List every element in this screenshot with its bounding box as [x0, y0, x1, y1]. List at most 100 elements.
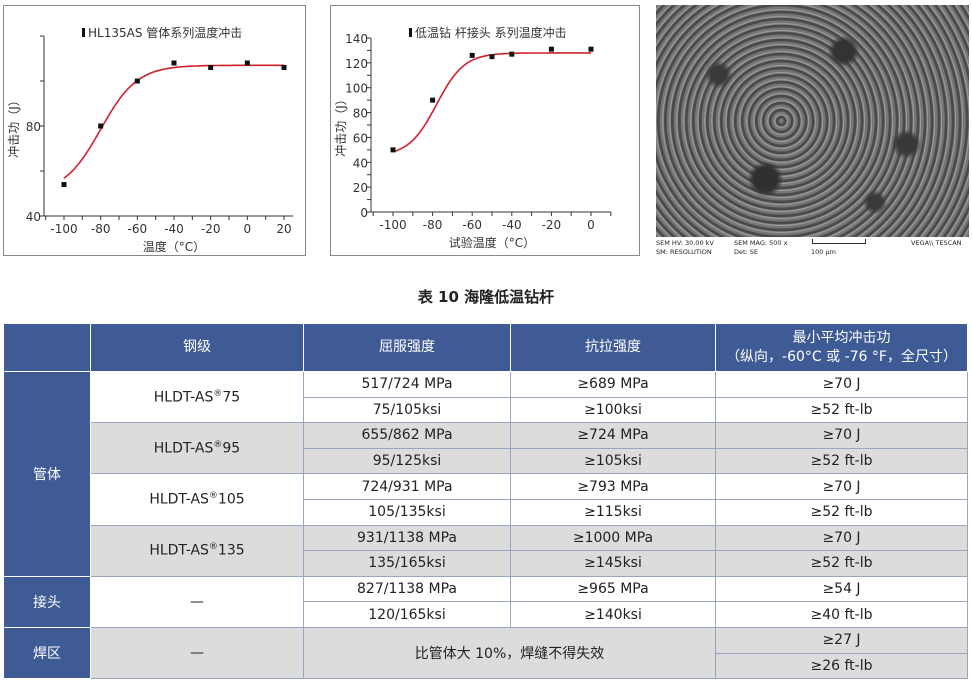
- header-impact: 最小平均冲击功 （纵向，-60°C 或 -76 °F，全尺寸）: [715, 323, 968, 372]
- y-tick-label: 80: [353, 107, 368, 121]
- tensile-cell: ≥145ksi: [510, 550, 716, 577]
- sem-mag: SEM MAG: 500 x: [734, 239, 788, 247]
- table-row: 接头 —827/1138 MPa ≥965 MPa ≥54 J: [3, 575, 968, 628]
- grade-dash: —: [90, 575, 304, 628]
- tensile-cell: ≥140ksi: [510, 601, 716, 628]
- yield-cell: 135/165ksi: [303, 550, 511, 577]
- impact-cell: ≥40 ft-lb: [715, 601, 968, 628]
- legend-label: HL135AS 管体系列温度冲击: [88, 25, 242, 40]
- spec-table: 钢级 屈服强度 抗拉强度 最小平均冲击功 （纵向，-60°C 或 -76 °F，全…: [3, 323, 968, 680]
- header-tensile: 抗拉强度: [510, 323, 716, 372]
- x-tick-label: -100: [50, 222, 77, 236]
- table-row: 105/135ksi ≥115ksi ≥52 ft-lb: [4, 498, 968, 526]
- y-axis-label: 冲击功（J）: [333, 93, 348, 157]
- table-row: 95/125ksi ≥105ksi ≥52 ft-lb: [4, 447, 968, 475]
- impact-cell: ≥70 J: [715, 524, 968, 552]
- legend-marker: [82, 28, 85, 37]
- group-weld: 焊区: [3, 626, 91, 680]
- tensile-cell: ≥724 MPa: [510, 422, 716, 449]
- impact-cell: ≥52 ft-lb: [715, 447, 968, 475]
- table-caption: 表 10 海隆低温钻杆: [417, 288, 555, 306]
- data-point: [588, 46, 594, 52]
- yield-cell: 827/1138 MPa: [303, 575, 511, 603]
- yield-cell: 517/724 MPa: [303, 371, 511, 398]
- table-row: 焊区 — 比管体大 10%，焊缝不得失效 ≥27 J: [3, 626, 968, 680]
- x-tick-label: 0: [244, 222, 252, 236]
- data-point: [98, 123, 104, 129]
- x-axis-label: 温度（°C）: [143, 239, 205, 254]
- scale-bar: [812, 239, 866, 244]
- x-tick-label: -60: [128, 222, 148, 236]
- x-tick-label: -40: [502, 218, 522, 232]
- impact-cell: ≥27 J: [715, 626, 968, 654]
- group-pipe: 管体: [3, 371, 91, 577]
- yield-cell: 75/105ksi: [303, 396, 511, 424]
- sem-hv: SEM HV: 30.00 kV: [656, 239, 714, 247]
- yield-cell: 724/931 MPa: [303, 473, 511, 500]
- x-tick-label: -80: [423, 218, 443, 232]
- grade-cell: HLDT-AS®75: [90, 370, 304, 424]
- impact-cell: ≥70 J: [715, 422, 968, 449]
- y-tick-label: 120: [345, 57, 368, 71]
- legend-label: 低温钻 杆接头 系列温度冲击: [415, 25, 567, 40]
- data-point: [390, 147, 396, 153]
- table-row: 75/105ksi ≥100ksi ≥52 ft-lb: [4, 396, 968, 424]
- impact-cell: ≥26 ft-lb: [715, 652, 968, 680]
- grade-cell: HLDT-AS®105: [90, 473, 304, 526]
- y-tick-label: 40: [353, 156, 368, 170]
- table-row: HLDT-AS®105 724/931 MPa ≥793 MPa ≥70 J: [4, 473, 968, 526]
- tensile-cell: ≥100ksi: [510, 396, 716, 424]
- legend-marker: [409, 28, 412, 37]
- weld-text: 比管体大 10%，焊缝不得失效: [303, 626, 716, 680]
- x-tick-label: -20: [542, 218, 562, 232]
- data-point: [134, 78, 140, 84]
- data-point: [61, 182, 67, 187]
- y-tick-label: 60: [353, 131, 368, 145]
- table-row: HLDT-AS®95 655/862 MPa ≥724 MPa ≥70 J: [4, 422, 968, 475]
- sem-brand: VEGA\\ TESCAN: [911, 239, 962, 247]
- impact-cell: ≥52 ft-lb: [715, 396, 968, 424]
- table-row: ≥26 ft-lb: [4, 652, 968, 680]
- impact-cell: ≥54 J: [715, 575, 968, 603]
- y-tick-label: 40: [26, 210, 41, 224]
- y-tick-label: 140: [345, 32, 368, 46]
- y-tick-label: 80: [26, 120, 41, 134]
- data-point: [489, 54, 495, 60]
- yield-cell: 655/862 MPa: [303, 422, 511, 449]
- x-tick-label: -40: [164, 222, 184, 236]
- chart-pipe-impact: -100 -80 -60 -40 -20 0 20 40 80 温度（°C） 冲击功（J） HL135…: [3, 5, 306, 256]
- data-point: [208, 65, 214, 70]
- tensile-cell: ≥1000 MPa: [510, 524, 716, 552]
- x-tick-label: 20: [276, 222, 291, 236]
- fit-curve: [63, 64, 284, 179]
- header-grade: 钢级: [90, 323, 304, 372]
- x-tick-label: -100: [379, 218, 406, 232]
- tensile-cell: ≥965 MPa: [510, 575, 716, 603]
- group-joint: 接头: [3, 575, 91, 628]
- x-tick-label: 0: [587, 218, 595, 232]
- grade-cell: HLDT-AS®95: [90, 422, 304, 475]
- yield-cell: 105/135ksi: [303, 498, 511, 526]
- y-tick-label: 0: [360, 206, 368, 220]
- sem-scale: 100 μm: [811, 248, 836, 256]
- header-yield: 屈服强度: [303, 323, 511, 372]
- tensile-cell: ≥105ksi: [510, 447, 716, 475]
- data-point: [244, 60, 250, 66]
- yield-cell: 931/1138 MPa: [303, 524, 511, 552]
- y-tick-label: 100: [345, 82, 368, 96]
- data-point: [281, 65, 287, 70]
- impact-cell: ≥70 J: [715, 371, 968, 398]
- impact-cell: ≥70 J: [715, 473, 968, 500]
- data-point: [171, 60, 177, 66]
- data-point: [469, 52, 475, 58]
- x-tick-label: -80: [91, 222, 111, 236]
- sem-micrograph: SEM HV: 30.00 kV SEM MAG: 500 x VEGA\\ T…: [656, 5, 969, 257]
- y-tick-label: 20: [353, 181, 368, 195]
- sem-det: Det: SE: [734, 248, 759, 256]
- x-tick-label: -20: [201, 222, 221, 236]
- data-point: [430, 97, 436, 103]
- tensile-cell: ≥115ksi: [510, 498, 716, 526]
- yield-cell: 120/165ksi: [303, 601, 511, 628]
- grade-dash: —: [90, 626, 304, 680]
- fit-curve: [392, 52, 591, 153]
